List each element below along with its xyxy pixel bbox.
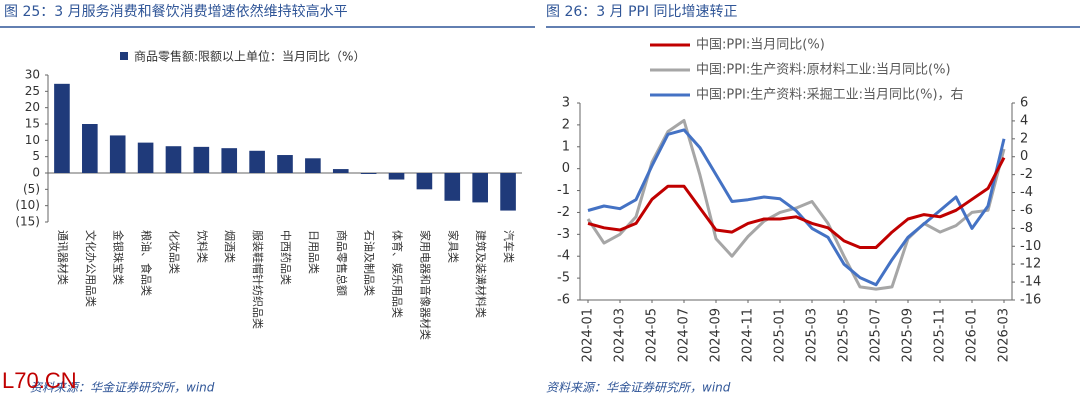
x-tick-label: 通讯器材类	[56, 230, 70, 285]
x-tick-label: 2024-03	[613, 308, 628, 362]
y-tick-label: 0	[32, 166, 40, 180]
x-tick-label: 2025-05	[837, 308, 852, 362]
bar	[444, 173, 461, 201]
x-tick-label: 2024-11	[741, 308, 756, 362]
bar	[277, 155, 293, 173]
figure-title: 图 25：3 月服务消费和餐饮消费增速依然维持较高水平	[4, 3, 348, 20]
source: 资料来源：华金证券研究所，wind	[546, 381, 731, 395]
line-series	[586, 119, 1006, 291]
y-tick-label: 3	[562, 96, 570, 111]
x-tick-label: 饮料类	[195, 230, 209, 263]
x-tick-label: 2025-11	[933, 308, 948, 362]
y-tick-label: 2	[562, 117, 570, 132]
x-tick-label: 金银珠宝类	[112, 230, 126, 285]
y-tick-label: 5	[32, 149, 40, 163]
y2-tick-label: 4	[1020, 113, 1028, 128]
x-tick-label: 2025-09	[901, 308, 916, 362]
bar	[305, 158, 321, 173]
x-tick-label: 2025-07	[869, 308, 884, 362]
x-tick-label: 2026-03	[997, 308, 1012, 362]
y-tick-label: 1	[562, 139, 570, 154]
legend-label: 商品零售额:限额以上单位：当月同比（%）	[134, 49, 365, 64]
bar	[109, 135, 126, 173]
legend-label: 中国:PPI:当月同比(%)	[696, 38, 825, 53]
y-tick-label: -1	[557, 183, 570, 198]
bar	[82, 124, 98, 173]
x-tick-label: 文化办公用品类	[84, 230, 98, 307]
x-tick-label: 粮油、食品类	[140, 230, 154, 296]
bar	[249, 150, 265, 173]
y-tick-label: -2	[557, 205, 570, 220]
x-tick-label: 2026-01	[965, 308, 980, 362]
bar	[416, 173, 433, 190]
x-tick-label: 化妆品类	[167, 230, 181, 274]
x-tick-label: 家用电器和音像器材类	[418, 230, 432, 340]
legend-label: 中国:PPI:生产资料:原材料工业:当月同比(%)	[696, 63, 951, 78]
x-tick-label: 家具类	[446, 230, 460, 263]
x-tick-label: 建筑及装潢材料类	[474, 230, 488, 318]
x-tick-label: 服装鞋帽针纺织品类	[251, 230, 265, 329]
y-tick-label: 10	[25, 133, 40, 147]
x-tick-label: 2024-05	[645, 308, 660, 362]
x-tick-label: 2025-03	[805, 308, 820, 362]
y2-tick-label: -8	[1020, 221, 1033, 236]
y2-tick-label: 2	[1020, 131, 1028, 146]
y-tick-label: (15)	[15, 215, 40, 229]
bar	[54, 83, 70, 173]
y2-tick-label: -10	[1020, 239, 1041, 254]
y2-tick-label: -6	[1020, 203, 1033, 218]
x-tick-label: 2024-01	[581, 308, 596, 362]
figure-title: 图 26：3 月 PPI 同比增速转正	[546, 4, 738, 20]
y-tick-label: (10)	[15, 198, 40, 212]
x-tick-label: 2024-09	[709, 308, 724, 362]
x-tick-label: 日用品类	[307, 230, 321, 274]
y-tick-label: -5	[557, 271, 570, 286]
y-tick-label: 15	[25, 117, 40, 131]
y-tick-label: 30	[25, 68, 40, 82]
source: 资料来源：华金证券研究所，wind	[30, 381, 215, 395]
y2-tick-label: -12	[1020, 257, 1041, 272]
legend-marker	[120, 52, 128, 60]
y2-tick-label: -16	[1020, 293, 1041, 308]
bar	[332, 169, 349, 173]
y-tick-label: 25	[25, 84, 40, 98]
bar	[360, 173, 377, 174]
y-tick-label: -6	[557, 293, 570, 308]
x-tick-label: 中西药品类	[279, 230, 293, 285]
bar	[165, 146, 182, 173]
x-tick-label: 2024-07	[677, 308, 692, 362]
bar	[193, 146, 210, 173]
watermark: L70.CN	[2, 368, 77, 393]
x-tick-label: 商品零售总额	[335, 230, 349, 296]
y2-tick-label: 6	[1020, 96, 1028, 111]
y-tick-label: (5)	[23, 182, 40, 196]
y2-tick-label: 0	[1020, 149, 1028, 164]
bar	[500, 173, 516, 211]
bar	[137, 142, 154, 173]
bar	[472, 173, 488, 203]
x-tick-label: 体育、娱乐用品类	[391, 230, 405, 318]
x-tick-label: 烟酒类	[223, 230, 237, 263]
x-tick-label: 石油及制品类	[363, 230, 377, 296]
y2-tick-label: -4	[1020, 185, 1033, 200]
y-tick-label: 0	[562, 161, 570, 176]
bar	[388, 173, 405, 180]
line-series	[587, 157, 1006, 249]
y-tick-label: -3	[557, 227, 570, 242]
y-tick-label: 20	[25, 100, 40, 114]
x-tick-label: 2025-01	[773, 308, 788, 362]
x-tick-label: 汽车类	[502, 230, 516, 263]
y2-tick-label: -2	[1020, 167, 1033, 182]
bar	[221, 148, 238, 173]
y-tick-label: -4	[557, 249, 570, 264]
y2-tick-label: -14	[1020, 275, 1041, 290]
legend-label: 中国:PPI:生产资料:采掘工业:当月同比(%)，右	[696, 88, 964, 103]
